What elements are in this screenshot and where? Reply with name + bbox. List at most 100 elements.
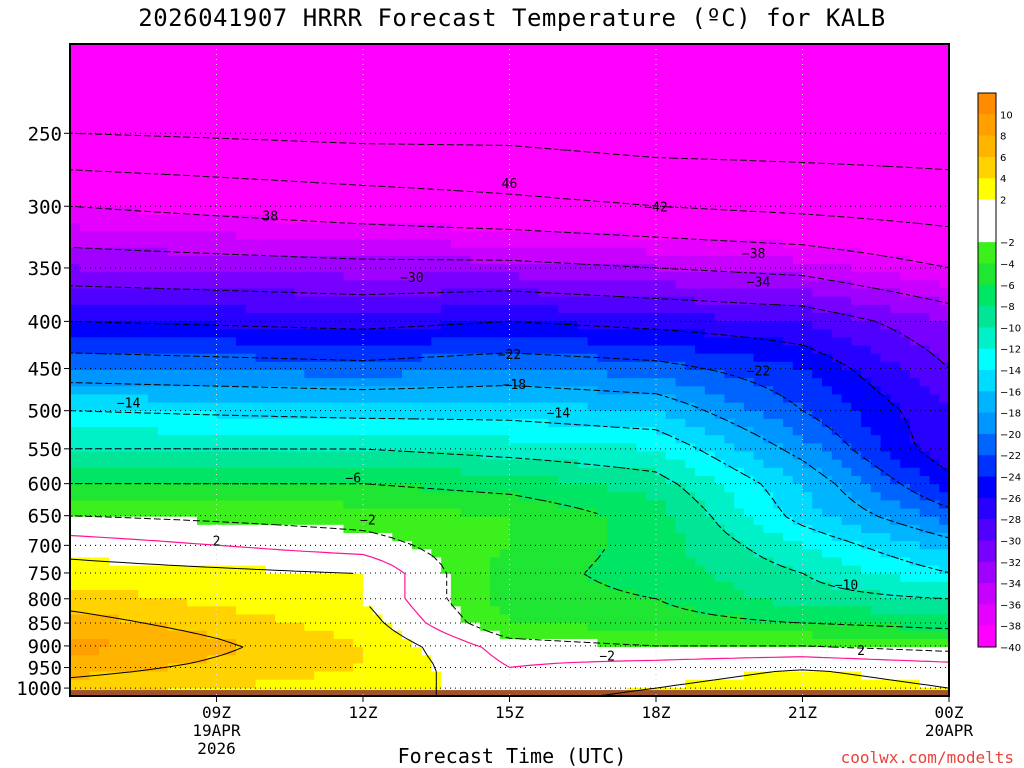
field-cell bbox=[372, 158, 384, 167]
field-cell bbox=[167, 68, 179, 78]
field-cell bbox=[519, 52, 530, 61]
field-cell bbox=[236, 264, 247, 273]
field-cell bbox=[724, 280, 735, 290]
field-cell bbox=[724, 247, 735, 257]
field-cell bbox=[382, 255, 393, 265]
field-cell bbox=[148, 337, 159, 347]
field-cell bbox=[743, 68, 755, 78]
field-cell bbox=[499, 329, 511, 338]
field-cell bbox=[255, 44, 266, 53]
field-cell bbox=[695, 68, 706, 78]
field-cell bbox=[753, 231, 765, 241]
field-cell bbox=[656, 68, 667, 78]
field-cell bbox=[577, 402, 589, 412]
field-cell bbox=[177, 76, 188, 86]
field-cell bbox=[929, 443, 940, 453]
field-cell bbox=[480, 280, 491, 290]
field-cell bbox=[333, 223, 345, 233]
field-cell bbox=[89, 492, 100, 501]
field-cell bbox=[372, 378, 384, 387]
field-cell bbox=[665, 117, 677, 127]
field-cell bbox=[109, 443, 120, 453]
field-cell bbox=[558, 451, 569, 461]
field-cell bbox=[275, 345, 286, 355]
field-cell bbox=[148, 231, 159, 241]
field-cell bbox=[236, 84, 247, 94]
field-cell bbox=[148, 410, 159, 420]
field-cell bbox=[236, 361, 247, 371]
field-cell bbox=[450, 141, 462, 151]
field-cell bbox=[333, 166, 345, 175]
field-cell bbox=[392, 402, 403, 412]
field-cell bbox=[323, 101, 335, 110]
field-cell bbox=[519, 321, 530, 330]
field-cell bbox=[167, 207, 179, 216]
field-cell bbox=[265, 467, 276, 477]
field-cell bbox=[265, 272, 276, 281]
field-cell bbox=[167, 166, 179, 175]
field-cell bbox=[411, 443, 423, 453]
field-cell bbox=[509, 312, 520, 322]
field-cell bbox=[216, 264, 227, 273]
field-cell bbox=[372, 68, 384, 78]
field-cell bbox=[236, 141, 247, 151]
field-cell bbox=[607, 84, 618, 94]
field-cell bbox=[763, 68, 774, 78]
field-cell bbox=[431, 174, 442, 184]
field-cell bbox=[812, 378, 823, 387]
field-cell bbox=[646, 76, 657, 86]
field-cell bbox=[577, 52, 589, 61]
field-cell bbox=[597, 182, 608, 192]
field-cell bbox=[597, 174, 608, 184]
field-cell bbox=[529, 247, 540, 257]
field-cell bbox=[939, 484, 949, 493]
field-cell bbox=[626, 117, 638, 127]
field-cell bbox=[568, 304, 579, 314]
field-cell bbox=[304, 198, 315, 208]
field-cell bbox=[489, 60, 501, 70]
field-cell bbox=[79, 264, 91, 273]
field-cell bbox=[294, 427, 305, 436]
field-cell bbox=[304, 264, 315, 273]
field-cell bbox=[763, 321, 774, 330]
field-cell bbox=[314, 402, 325, 412]
field-cell bbox=[177, 141, 188, 151]
field-cell bbox=[177, 467, 188, 477]
field-cell bbox=[265, 125, 276, 135]
field-cell bbox=[275, 207, 286, 216]
field-cell bbox=[577, 158, 589, 167]
field-cell bbox=[372, 386, 384, 396]
field-cell bbox=[822, 386, 833, 396]
field-cell bbox=[529, 492, 540, 501]
field-cell bbox=[99, 215, 110, 224]
field-cell bbox=[636, 60, 647, 70]
field-cell bbox=[616, 475, 628, 485]
field-cell bbox=[792, 337, 804, 347]
field-cell bbox=[558, 141, 569, 151]
field-cell bbox=[616, 280, 628, 290]
field-cell bbox=[226, 174, 237, 184]
field-cell bbox=[851, 255, 862, 265]
field-cell bbox=[226, 215, 237, 224]
field-cell bbox=[167, 288, 179, 298]
field-cell bbox=[343, 353, 354, 363]
field-cell bbox=[656, 475, 667, 485]
field-cell bbox=[294, 76, 305, 86]
field-cell bbox=[470, 361, 481, 371]
field-cell bbox=[675, 174, 686, 184]
field-cell bbox=[607, 329, 618, 338]
field-cell bbox=[294, 451, 305, 461]
field-cell bbox=[99, 459, 110, 469]
field-cell bbox=[802, 484, 813, 493]
field-cell bbox=[343, 443, 354, 453]
field-cell bbox=[99, 475, 110, 485]
field-cell bbox=[714, 84, 725, 94]
field-cell bbox=[636, 190, 647, 200]
field-cell bbox=[79, 207, 91, 216]
field-cell bbox=[489, 207, 501, 216]
field-cell bbox=[265, 207, 276, 216]
field-cell bbox=[109, 174, 120, 184]
field-cell bbox=[157, 125, 169, 135]
field-cell bbox=[431, 84, 442, 94]
field-cell bbox=[743, 467, 755, 477]
